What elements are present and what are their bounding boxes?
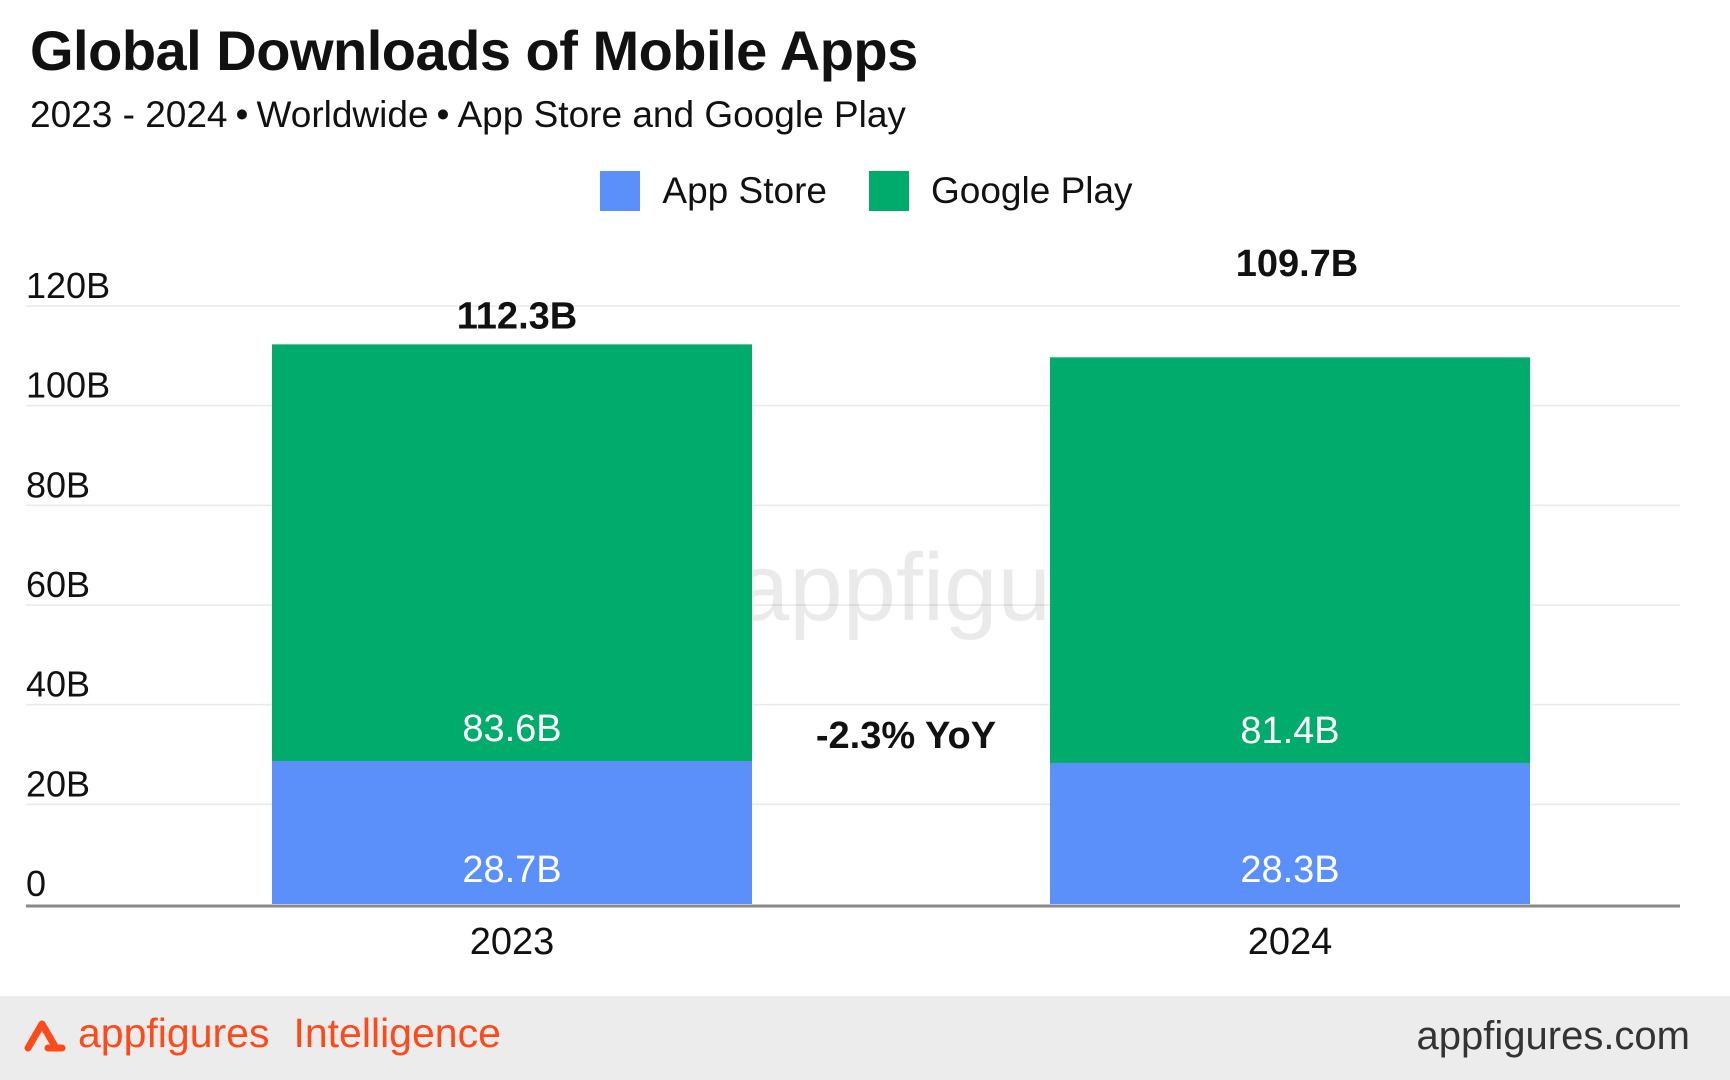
y-tick-label: 0 <box>26 863 46 904</box>
data-label: 28.7B <box>462 849 561 891</box>
x-tick-label: 2023 <box>470 921 555 963</box>
legend-item-app-store: App Store <box>600 170 827 212</box>
bar-google-play-2023 <box>272 344 752 761</box>
y-tick-label: 120B <box>26 265 110 306</box>
legend-label-app-store: App Store <box>662 170 827 211</box>
y-tick-label: 40B <box>26 664 90 705</box>
y-tick-label: 100B <box>26 365 110 406</box>
subtitle-region: Worldwide <box>256 94 429 135</box>
data-label: 83.6B <box>462 708 561 750</box>
subtitle-separator: • <box>436 94 450 135</box>
x-tick-label: 2024 <box>1248 921 1333 963</box>
legend-swatch-app-store <box>600 171 641 211</box>
subtitle-stores: App Store and Google Play <box>457 94 906 135</box>
legend-swatch-google-play <box>868 171 909 211</box>
brand-logo: appfigures Intelligence <box>24 1010 501 1057</box>
bar-google-play-2024 <box>1050 357 1530 763</box>
appfigures-logo-icon <box>24 1020 66 1051</box>
yoy-annotation: -2.3% YoY <box>816 715 996 757</box>
chart-title: Global Downloads of Mobile Apps <box>30 19 918 82</box>
subtitle-separator: • <box>235 94 249 135</box>
stacked-bar-chart: 020B40B60B80B100B120Bappfigures28.7B83.6… <box>26 243 1680 963</box>
chart-subtitle: 2023 - 2024 • Worldwide • App Store and Goog… <box>30 94 906 136</box>
total-label: 112.3B <box>457 295 577 337</box>
bar-app-store-2023 <box>272 760 752 904</box>
data-label: 28.3B <box>1240 849 1339 891</box>
data-label: 81.4B <box>1240 710 1339 752</box>
total-label: 109.7B <box>1236 243 1359 285</box>
y-tick-label: 60B <box>26 564 90 605</box>
brand-suffix: Intelligence <box>293 1010 501 1056</box>
y-tick-label: 20B <box>26 763 90 804</box>
y-tick-label: 80B <box>26 464 90 505</box>
subtitle-period: 2023 - 2024 <box>30 94 228 135</box>
chart-legend: App Store Google Play <box>0 170 1730 212</box>
legend-label-google-play: Google Play <box>930 170 1133 211</box>
website-link[interactable]: appfigures.com <box>1416 1014 1690 1058</box>
legend-item-google-play: Google Play <box>868 170 1133 212</box>
footer-bar: appfigures Intelligence appfigures.com <box>0 996 1730 1080</box>
bar-app-store-2024 <box>1050 762 1530 904</box>
brand-name: appfigures <box>78 1010 270 1056</box>
